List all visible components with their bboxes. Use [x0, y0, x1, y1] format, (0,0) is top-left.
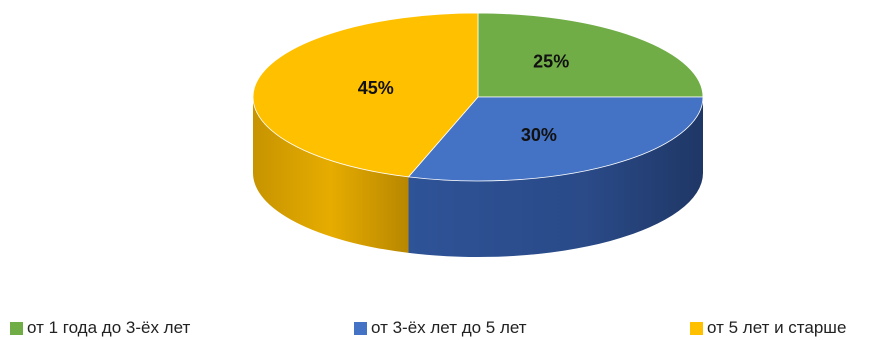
legend-item-1-3-years: от 1 года до 3-ёх лет: [10, 318, 190, 338]
pie-sides: [253, 97, 703, 258]
pie-slice-blue: [407, 96, 704, 182]
pie-side-blue: [408, 97, 703, 258]
data-label-blue: 30%: [521, 125, 557, 145]
pie-slice-yellow: [252, 12, 479, 178]
pie-tops: [252, 12, 704, 182]
data-label-green: 25%: [533, 51, 569, 71]
pie-slice-green: [477, 12, 704, 98]
legend-item-5-plus-years: от 5 лет и старше: [690, 318, 846, 338]
data-label-yellow: 45%: [358, 78, 394, 98]
pie-data-labels: 25% 30% 45%: [358, 51, 569, 145]
legend-swatch-green: [10, 321, 23, 335]
legend-label: от 5 лет и старше: [707, 318, 847, 337]
legend-label: от 1 года до 3-ёх лет: [27, 318, 191, 337]
pie-chart: 25% 30% 45%: [252, 12, 704, 258]
legend: от 1 года до 3-ёх лет от 3-ёх лет до 5 л…: [0, 318, 886, 340]
legend-item-3-5-years: от 3-ёх лет до 5 лет: [354, 318, 527, 338]
pie-side-yellow: [253, 97, 409, 253]
legend-swatch-yellow: [690, 321, 703, 335]
legend-swatch-blue: [354, 321, 367, 335]
legend-label: от 3-ёх лет до 5 лет: [371, 318, 527, 337]
